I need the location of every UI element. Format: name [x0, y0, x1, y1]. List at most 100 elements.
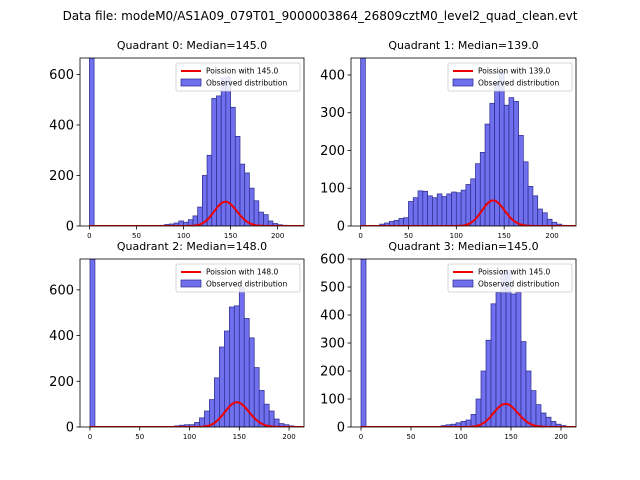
- histogram-bar: [244, 172, 250, 226]
- histogram-bar: [465, 184, 472, 226]
- histogram-bar: [490, 303, 497, 427]
- subplot-3: Quadrant 3: Median=145.0 0 50 100 150 200 0 100…: [320, 240, 577, 441]
- legend-label-poisson: Poission with 145.0: [206, 67, 279, 76]
- subplot-0: Quadrant 0: Median=145.0 0 50 100 150 200 0 200…: [49, 39, 305, 240]
- x-tick-label: 150: [498, 232, 511, 240]
- histogram-bar: [542, 212, 548, 226]
- histogram-bar: [89, 58, 95, 226]
- histogram-bar: [432, 197, 438, 226]
- histogram-bar: [446, 193, 452, 226]
- histogram-bar: [485, 339, 492, 427]
- legend: Poission with 139.0 Observed distribution: [447, 62, 573, 92]
- histogram-bar: [451, 191, 457, 226]
- histogram-bar: [427, 195, 433, 226]
- histogram-bar: [537, 208, 543, 226]
- histogram-bar: [546, 218, 553, 226]
- axes-frame: [79, 57, 305, 227]
- y-tick-label: 100: [320, 393, 345, 408]
- legend-label-poisson: Poission with 148.0: [206, 268, 279, 277]
- subplot-title: Quadrant 2: Median=148.0: [117, 240, 267, 253]
- x-tick-label: 100: [183, 433, 196, 441]
- legend-label-poisson: Poission with 145.0: [478, 268, 551, 277]
- y-tick-label: 200: [320, 144, 345, 159]
- histogram-bar: [422, 190, 428, 226]
- x-tick-label: 100: [454, 433, 467, 441]
- y-tick-label: 0: [66, 421, 74, 436]
- y-tick-label: 200: [49, 169, 74, 184]
- x-tick-label: 0: [358, 232, 362, 240]
- histogram-bar: [540, 412, 547, 427]
- legend-bar-swatch: [452, 279, 474, 288]
- y-tick-label: 0: [66, 220, 74, 235]
- histogram-bar: [525, 370, 532, 427]
- x-tick-label: 200: [282, 433, 295, 441]
- histogram-bar: [412, 197, 419, 226]
- y-tick-label: 0: [337, 220, 345, 235]
- y-tick-label: 300: [320, 337, 345, 352]
- y-tick-label: 200: [49, 375, 74, 390]
- legend-bar-swatch: [180, 279, 202, 288]
- histogram-bar: [545, 416, 552, 427]
- histogram-bar: [202, 175, 208, 226]
- y-tick-label: 600: [49, 68, 74, 83]
- x-tick-label: 100: [177, 232, 190, 240]
- axes-frame: [350, 57, 577, 227]
- histogram-bar: [436, 193, 443, 226]
- legend-label-observed: Observed distribution: [478, 79, 559, 88]
- histogram-bar: [89, 259, 96, 427]
- histogram-bar: [532, 195, 539, 226]
- x-tick-label: 200: [554, 433, 567, 441]
- x-tick-label: 150: [504, 433, 517, 441]
- x-tick-label: 150: [224, 232, 237, 240]
- histogram-bar: [398, 218, 405, 226]
- legend-label-observed: Observed distribution: [478, 280, 559, 289]
- histogram-bar: [455, 192, 462, 226]
- legend-label-observed: Observed distribution: [206, 79, 287, 88]
- subplot-2: Quadrant 2: Median=148.0 0 50 100 150 200 0 200…: [49, 240, 305, 441]
- histogram-bar: [403, 217, 409, 226]
- y-tick-label: 300: [320, 106, 345, 121]
- subplot-1: Quadrant 1: Median=139.0 0 50 100 150 200 0 100…: [320, 39, 577, 240]
- x-tick-label: 50: [407, 433, 416, 441]
- legend-bar-swatch: [180, 78, 202, 87]
- histogram-bar: [475, 398, 482, 427]
- y-tick-label: 400: [49, 329, 74, 344]
- histogram-bar: [211, 98, 217, 226]
- y-tick-label: 100: [320, 182, 345, 197]
- histogram-bar: [508, 97, 515, 226]
- histogram-bar: [520, 341, 527, 427]
- x-tick-label: 50: [135, 433, 144, 441]
- x-tick-label: 50: [404, 232, 413, 240]
- x-tick-label: 0: [88, 433, 92, 441]
- subplot-title: Quadrant 0: Median=145.0: [117, 39, 267, 52]
- legend-box: [175, 263, 301, 293]
- legend-label-poisson: Poission with 139.0: [478, 67, 551, 76]
- histogram-bar: [515, 292, 522, 427]
- histogram-bar: [273, 418, 280, 427]
- histogram-bar: [258, 211, 264, 226]
- histogram-bar: [460, 189, 467, 226]
- histogram-bar: [408, 201, 414, 226]
- histogram-bar: [535, 404, 542, 427]
- legend-box: [447, 62, 573, 92]
- legend-box: [175, 62, 301, 92]
- x-tick-label: 150: [233, 433, 246, 441]
- histogram-bar: [417, 190, 424, 226]
- y-tick-label: 400: [49, 118, 74, 133]
- y-tick-label: 600: [49, 283, 74, 298]
- histogram-bar: [480, 370, 487, 427]
- histogram-bar: [470, 414, 477, 427]
- histogram-bar: [513, 101, 519, 226]
- legend-bar-swatch: [452, 78, 474, 87]
- x-tick-label: 50: [132, 232, 141, 240]
- axes-frame: [79, 258, 305, 428]
- histogram-bar: [503, 104, 510, 226]
- x-tick-label: 0: [87, 232, 91, 240]
- histogram-bar: [530, 390, 537, 427]
- histogram-bar: [360, 259, 367, 427]
- y-tick-label: 400: [320, 309, 345, 324]
- histogram-bar: [522, 161, 529, 226]
- histogram-bar: [360, 58, 366, 226]
- histogram-bar: [253, 200, 260, 226]
